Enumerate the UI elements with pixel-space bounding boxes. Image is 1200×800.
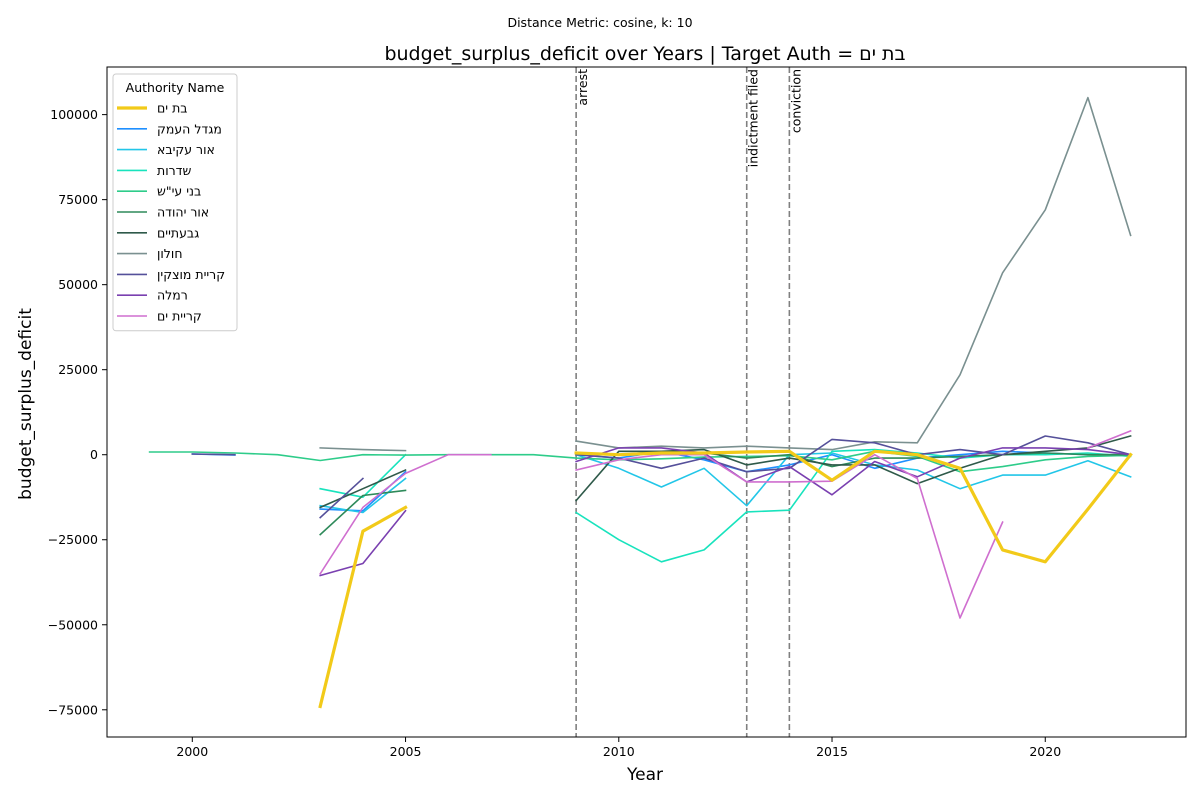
series-5-line-0 bbox=[319, 489, 407, 536]
series-3 bbox=[319, 448, 1132, 563]
y-tick-label-6: 75000 bbox=[58, 192, 98, 207]
legend-label-8: קריית מוצקין bbox=[157, 267, 225, 282]
series-8-line-2 bbox=[575, 435, 1132, 473]
series-10-line-1 bbox=[575, 453, 1004, 619]
series-10-line-0 bbox=[319, 453, 492, 575]
x-tick-label-0: 2000 bbox=[176, 744, 208, 759]
series-2-line-1 bbox=[575, 452, 1132, 507]
legend-label-0: בת ים bbox=[157, 101, 188, 116]
y-tick-label-1: −50000 bbox=[48, 617, 98, 632]
legend-label-9: רמלה bbox=[157, 288, 188, 303]
legend-label-2: אור עקיבא bbox=[157, 142, 215, 157]
series-9-line-1 bbox=[575, 447, 1132, 496]
legend-label-7: חולון bbox=[157, 246, 183, 261]
series-8 bbox=[191, 435, 1132, 519]
series-0-line-1 bbox=[574, 449, 1133, 564]
y-axis-label: budget_surplus_deficit bbox=[16, 308, 36, 500]
series-2 bbox=[319, 452, 1132, 514]
x-tick-label-2: 2010 bbox=[603, 744, 635, 759]
series-4-line-0 bbox=[148, 450, 1132, 473]
series-0 bbox=[318, 449, 1133, 709]
event-label-0: arrest bbox=[575, 69, 590, 106]
y-tick-label-3: 0 bbox=[90, 447, 98, 462]
x-axis-label: Year bbox=[626, 765, 663, 785]
legend: Authority Name בת ים מגדל העמק אור עקיבא שדר… bbox=[112, 73, 238, 332]
y-tick-label-4: 25000 bbox=[58, 362, 98, 377]
event-label-2: conviction bbox=[788, 69, 803, 133]
chart-title: budget_surplus_deficit over Years | Targ… bbox=[384, 43, 905, 65]
y-tick-label-5: 50000 bbox=[58, 277, 98, 292]
legend-label-1: מגדל העמק bbox=[157, 121, 222, 136]
series-9-line-0 bbox=[319, 509, 407, 577]
legend-label-4: בני עי"ש bbox=[157, 184, 201, 199]
y-tick-label-7: 100000 bbox=[50, 107, 98, 122]
series-10-line-2 bbox=[1086, 429, 1132, 449]
series-3-line-1 bbox=[574, 448, 1132, 563]
series-7 bbox=[319, 96, 1132, 452]
plot-area: arrest indictment filed conviction 2000 2005… bbox=[48, 66, 1187, 759]
axes-frame bbox=[106, 66, 1187, 738]
series-4 bbox=[148, 450, 1132, 473]
series-6-line-0 bbox=[319, 468, 407, 509]
y-tick-label-2: −25000 bbox=[48, 532, 98, 547]
legend-frame bbox=[112, 73, 238, 332]
chart-suptitle: Distance Metric: cosine, k: 10 bbox=[507, 15, 692, 30]
series-7-line-0 bbox=[319, 447, 407, 452]
legend-label-6: גבעתיים bbox=[157, 225, 199, 240]
x-tick-label-4: 2020 bbox=[1029, 744, 1061, 759]
series-10 bbox=[319, 429, 1132, 619]
legend-title: Authority Name bbox=[126, 80, 225, 95]
series-0-line-0 bbox=[318, 505, 408, 709]
event-label-1: indictment filed bbox=[746, 69, 761, 167]
legend-label-3: שדרות bbox=[157, 163, 192, 178]
x-tick-label-1: 2005 bbox=[390, 744, 422, 759]
series-9 bbox=[319, 447, 1132, 577]
legend-label-10: קריית ים bbox=[157, 309, 202, 324]
series-7-line-1 bbox=[575, 96, 1132, 451]
series-3-line-0 bbox=[319, 453, 407, 499]
x-tick-label-3: 2015 bbox=[816, 744, 848, 759]
y-tick-label-0: −75000 bbox=[48, 702, 98, 717]
series-2-line-0 bbox=[319, 477, 407, 514]
legend-label-5: אור יהודה bbox=[157, 205, 209, 220]
series-8-line-0 bbox=[191, 453, 236, 456]
series-8-line-1 bbox=[319, 477, 365, 519]
